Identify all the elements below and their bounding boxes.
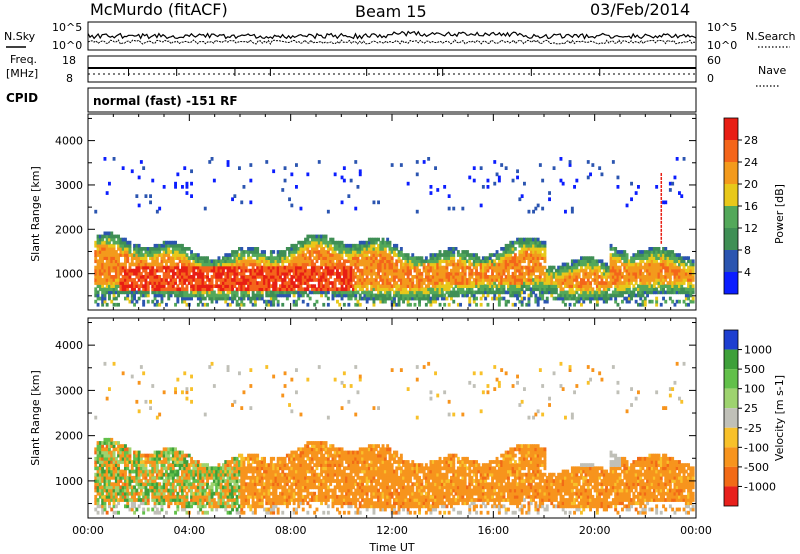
- power-data: [94, 157, 695, 307]
- colorbar-swatch: [724, 206, 738, 228]
- x-tick-label: 16:00: [477, 524, 509, 537]
- freq-spikes: [128, 68, 601, 76]
- power-colorbar: 4 8 12 16 20 24 28: [723, 117, 758, 295]
- colorbar-tick-label: 4: [744, 266, 751, 279]
- freq-label: Freq.: [10, 53, 37, 66]
- colorbar-swatch: [724, 466, 738, 487]
- colorbar-swatch: [724, 140, 738, 162]
- time-xlabel: Time UT: [368, 541, 414, 554]
- noise-traces: [87, 30, 697, 46]
- y-tick-label: 1000: [55, 475, 83, 488]
- colorbar-tick-label: -25: [744, 422, 762, 435]
- y-tick-label: 4000: [55, 339, 83, 352]
- nave-label: Nave: [758, 64, 786, 77]
- nave-tick-top: 60: [707, 54, 721, 67]
- nave-tick-bottom: 0: [707, 72, 714, 85]
- colorbar-tick-label: 25: [744, 402, 758, 415]
- nsearch-label: N.Search: [746, 30, 796, 43]
- colorbar-tick-label: 500: [744, 363, 765, 376]
- y-tick-label: 3000: [55, 384, 83, 397]
- power-axes: 1000 2000 3000 4000: [55, 114, 697, 310]
- y-tick-label: 3000: [55, 179, 83, 192]
- nsky-tick-bottom: 10^0: [52, 39, 82, 52]
- colorbar-swatch: [724, 427, 738, 448]
- velocity-data: [94, 361, 695, 515]
- y-tick-label: 2000: [55, 223, 83, 236]
- nsky-label: N.Sky: [4, 30, 36, 43]
- colorbar-tick-label: 16: [744, 200, 758, 213]
- y-tick-label: 1000: [55, 268, 83, 281]
- colorbar-tick-label: 1000: [744, 344, 772, 357]
- colorbar-swatch: [724, 486, 738, 506]
- colorbar-swatch: [724, 330, 738, 350]
- power-ylabel: Slant Range [km]: [29, 166, 42, 262]
- colorbar-tick-label: 12: [744, 222, 758, 235]
- freq-unit-label: [MHz]: [6, 67, 38, 80]
- cpid-panel: normal (fast) -151 RF: [87, 87, 697, 113]
- colorbar-swatch: [724, 228, 738, 250]
- nsky-tick-top: 10^5: [52, 21, 82, 34]
- cpid-label: CPID: [6, 91, 38, 105]
- velocity-axes: 1000 2000 3000 4000 00:00 04:00 08:00 12:00 16:0…: [55, 318, 712, 537]
- x-tick-label: 12:00: [376, 524, 408, 537]
- colorbar-tick-label: 24: [744, 156, 758, 169]
- x-tick-label: 04:00: [173, 524, 205, 537]
- velocity-panel: 1000 2000 3000 4000 00:00 04:00 08:00 12:00 16:0…: [29, 317, 712, 554]
- power-colorbar-label: Power [dB]: [773, 184, 786, 244]
- velocity-colorbar: 1000 500 100 25 -25 -100 -500 -1000: [723, 329, 776, 507]
- colorbar-swatch: [724, 369, 738, 389]
- colorbar-tick-label: 28: [744, 134, 758, 147]
- freq-panel: Freq. [MHz] 18 8 60 0 Nave: [6, 53, 786, 87]
- colorbar-swatch: [724, 272, 738, 294]
- freq-tick-bottom: 8: [66, 72, 73, 85]
- colorbar-swatch: [724, 184, 738, 206]
- cpid-text: normal (fast) -151 RF: [93, 94, 238, 108]
- x-tick-label: 08:00: [275, 524, 307, 537]
- colorbar-swatch: [724, 349, 738, 370]
- colorbar-tick-label: 8: [744, 244, 751, 257]
- colorbar-tick-label: 20: [744, 178, 758, 191]
- y-tick-label: 4000: [55, 135, 83, 148]
- colorbar-swatch: [724, 447, 738, 467]
- x-tick-label: 00:00: [680, 524, 712, 537]
- noise-panel: N.Sky 10^5 10^0 10^5 10^0 N.Search: [4, 21, 796, 52]
- power-panel: 1000 2000 3000 4000 Slant Range [km]: [29, 113, 697, 311]
- velocity-colorbar-label: Velocity [m s-1]: [773, 375, 786, 461]
- colorbar-swatch: [724, 162, 738, 184]
- colorbar-swatch: [724, 118, 738, 140]
- nsky-trace: [87, 30, 697, 40]
- colorbar-swatch: [724, 388, 738, 409]
- station-title: McMurdo (fitACF): [90, 0, 228, 19]
- colorbar-swatch: [724, 408, 738, 428]
- date-title: 03/Feb/2014: [590, 0, 690, 19]
- velocity-ylabel: Slant Range [km]: [29, 370, 42, 466]
- colorbar-tick-label: 100: [744, 383, 765, 396]
- x-tick-label: 20:00: [579, 524, 611, 537]
- colorbar-tick-label: -500: [744, 461, 769, 474]
- colorbar-tick-label: -100: [744, 441, 769, 454]
- colorbar-tick-label: -1000: [744, 480, 776, 493]
- colorbar-swatch: [724, 250, 738, 272]
- y-tick-label: 2000: [55, 430, 83, 443]
- freq-tick-top: 18: [62, 54, 76, 67]
- x-tick-label: 00:00: [72, 524, 104, 537]
- nsearch-tick-top: 10^5: [707, 21, 737, 34]
- beam-title: Beam 15: [355, 2, 427, 21]
- nsearch-trace: [87, 39, 697, 46]
- nsearch-tick-bottom: 10^0: [707, 39, 737, 52]
